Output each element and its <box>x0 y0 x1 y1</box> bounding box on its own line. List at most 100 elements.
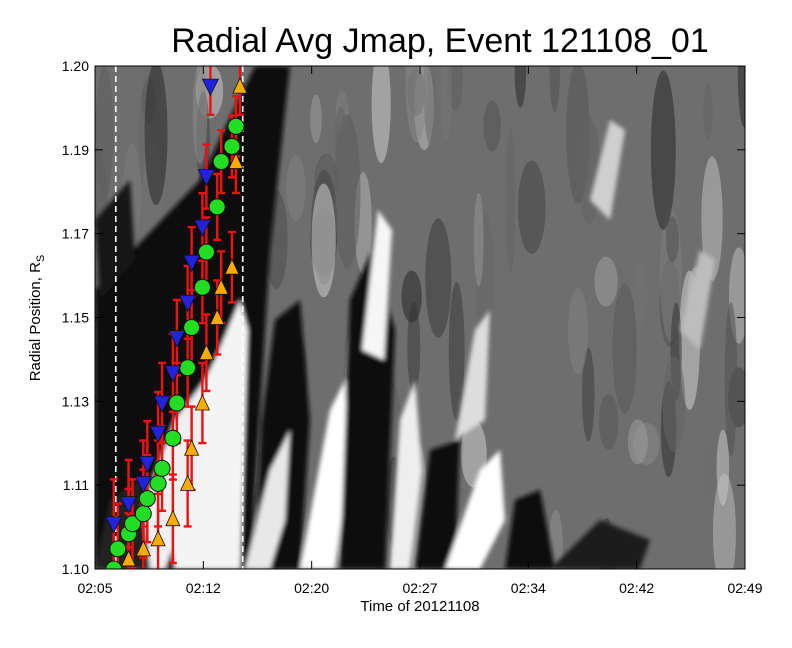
jmap-streak-16 <box>550 520 650 569</box>
green-circle-marker <box>183 319 201 337</box>
green-circle-marker <box>223 137 241 155</box>
blue-triangle-marker <box>105 516 123 534</box>
data-markers <box>105 77 248 569</box>
texture-blob <box>505 127 516 274</box>
texture-blob <box>724 302 738 457</box>
vertical-markers <box>114 66 244 569</box>
blue-triangle-marker <box>178 295 197 313</box>
y-tick-label: 1.15 <box>62 310 89 326</box>
orange-triangle-marker <box>224 258 240 275</box>
jmap-streak-9 <box>390 380 422 569</box>
texture-blob <box>567 288 589 375</box>
orange-triangle-marker <box>194 394 211 411</box>
blue-triangle-marker <box>197 169 216 187</box>
jmap-streak-14 <box>95 480 150 569</box>
texture-blob <box>662 356 686 452</box>
texture-blob <box>334 106 348 176</box>
jmap-streak-17 <box>590 120 625 220</box>
jmap-streak-18 <box>680 250 715 350</box>
x-tick-label: 02:05 <box>77 580 112 596</box>
y-tick-label: 1.13 <box>62 393 89 409</box>
texture-blob <box>192 66 208 165</box>
texture-blob <box>650 70 676 230</box>
orange-triangle-marker <box>165 509 181 527</box>
green-circle-marker <box>109 540 127 558</box>
green-circle-marker <box>212 153 230 171</box>
blue-triangle-marker <box>134 476 152 494</box>
y-axis-label-main: Radial Position, R <box>27 262 44 381</box>
y-tick-label: 1.11 <box>63 477 89 493</box>
green-circle-marker <box>164 429 182 447</box>
y-axis-ticks: 1.10 1.11 1.13 1.15 1.17 1.19 1.20 <box>62 58 745 577</box>
x-tick-label: 02:20 <box>294 580 329 596</box>
y-tick-label: 1.17 <box>62 226 89 242</box>
texture-blob <box>598 394 619 450</box>
green-circle-marker <box>153 459 171 477</box>
x-axis-label: Time of 20121108 <box>360 598 479 615</box>
green-circle-marker <box>124 515 142 533</box>
blue-triangle-marker <box>182 254 201 273</box>
orange-triangle-marker <box>135 539 151 557</box>
blue-triangle-marker <box>138 455 156 474</box>
blue-triangle-marker <box>119 496 138 514</box>
y-tick-label: 1.20 <box>62 58 89 74</box>
texture-blob <box>405 66 428 143</box>
y-axis-label-subscript: S <box>35 255 47 262</box>
texture-blob <box>144 66 168 206</box>
texture-blob <box>712 473 736 569</box>
texture-blob <box>310 94 322 143</box>
orange-triangle-marker <box>150 529 166 547</box>
green-circle-marker <box>193 278 211 296</box>
x-tick-label: 02:49 <box>727 580 762 596</box>
texture-blob <box>701 156 723 281</box>
texture-blob <box>737 66 745 128</box>
green-circle-marker <box>168 394 186 412</box>
texture-blob <box>716 429 730 506</box>
texture-blob <box>425 218 452 338</box>
orange-triangle-marker <box>180 474 196 491</box>
orange-triangle-marker <box>213 278 229 295</box>
texture-blob <box>286 155 306 221</box>
orange-triangle-marker <box>120 549 137 567</box>
texture-blob <box>514 66 527 108</box>
green-circle-marker <box>138 490 156 508</box>
jmap-streak-13 <box>455 310 490 440</box>
plot-area <box>95 66 745 569</box>
green-circle-marker <box>197 243 215 261</box>
texture-blob <box>483 100 501 152</box>
jmap-streak-12 <box>505 490 555 569</box>
texture-blob <box>705 437 715 503</box>
texture-blob <box>703 82 713 140</box>
jmap-streak-8 <box>362 210 392 360</box>
orange-triangle-marker <box>184 439 200 456</box>
blue-triangle-marker <box>201 78 220 97</box>
jmap-streak-6 <box>300 380 348 569</box>
jmap-streak-10 <box>415 440 460 569</box>
x-tick-label: 02:27 <box>402 580 437 596</box>
y-tick-label: 1.19 <box>62 142 89 158</box>
blue-triangle-marker <box>168 330 186 348</box>
texture-blob <box>549 66 560 113</box>
blue-triangle-marker <box>149 425 167 444</box>
orange-triangle-marker <box>228 152 244 169</box>
texture-blob <box>473 192 484 287</box>
green-circle-marker <box>179 359 197 377</box>
texture-blob <box>517 160 546 254</box>
texture-blob <box>612 283 637 414</box>
jmap-streak-5 <box>245 430 290 569</box>
jmap-streak-11 <box>445 450 505 569</box>
y-axis-label: Radial Position, RS <box>27 255 47 382</box>
texture-blob <box>633 258 647 327</box>
x-axis-ticks: 02:05 02:12 02:20 02:27 02:34 02:42 02:49 <box>77 66 763 596</box>
y-tick-label: 1.10 <box>62 561 89 577</box>
orange-triangle-marker <box>209 308 225 325</box>
green-circle-marker <box>227 117 245 135</box>
texture-blob <box>311 183 336 298</box>
texture-blob <box>407 301 421 395</box>
orange-triangle-marker <box>232 77 248 94</box>
texture-blob <box>665 216 679 263</box>
blue-triangle-marker <box>153 395 171 413</box>
texture-blob <box>627 419 648 465</box>
texture-blob <box>578 117 601 225</box>
